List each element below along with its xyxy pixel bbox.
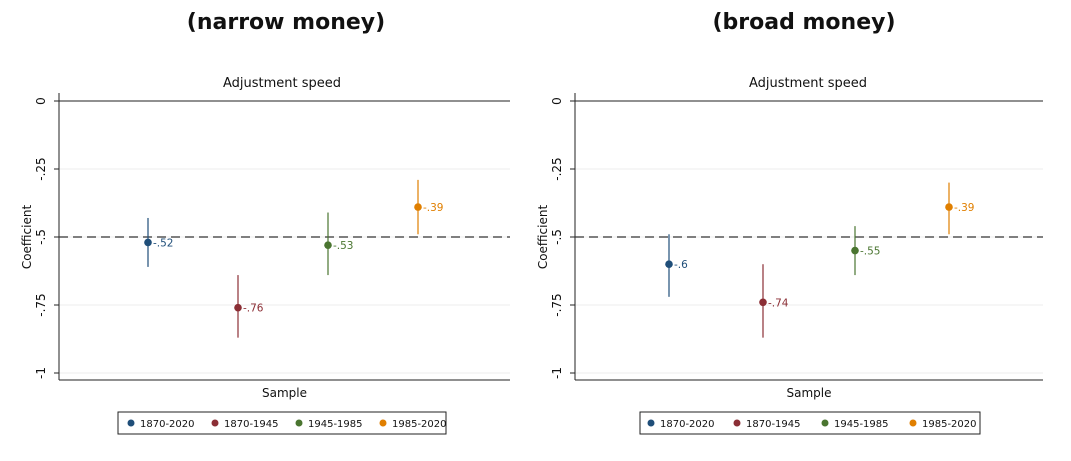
data-label: -.39 [423,202,444,214]
y-tick-label: -.5 [550,229,564,245]
x-axis-label: Sample [262,386,307,400]
y-tick-label: -.25 [34,157,48,180]
legend-marker [909,419,917,427]
legend-marker [379,419,387,427]
data-point [945,203,953,211]
data-point [414,203,422,211]
legend-label: 1985-2020 [392,419,447,430]
data-label: -.55 [860,246,881,258]
right-panel-heading: (broad money) [712,10,896,35]
legend-label: 1870-2020 [140,419,195,430]
data-point [324,241,332,249]
y-tick-label: -1 [34,367,48,379]
legend-label: 1945-1985 [308,419,363,430]
legend-label: 1870-1945 [746,419,801,430]
y-tick-label: -1 [550,367,564,379]
chart-title: Adjustment speed [749,76,867,91]
y-tick-label: -.5 [34,229,48,245]
left-panel-heading: (narrow money) [186,10,386,35]
y-tick-label: -.75 [550,293,564,316]
legend-marker [821,419,829,427]
data-label: -.76 [243,303,264,315]
y-tick-label: 0 [34,97,48,105]
legend-box [639,411,981,435]
data-label: -.52 [153,237,174,249]
legend-marker [127,419,135,427]
data-point [759,298,767,307]
x-axis-label: Sample [787,386,832,400]
legend-box [117,411,447,435]
legend-marker [211,419,219,427]
legend-marker [295,419,303,427]
legend-marker [733,419,741,427]
data-point [144,238,152,247]
legend-marker [647,419,655,427]
data-label: -.74 [768,297,789,309]
legend-label: 1945-1985 [834,419,889,430]
y-tick-label: 0 [550,97,564,105]
chart-title: Adjustment speed [223,76,341,91]
data-label: -.6 [674,259,688,271]
y-axis-label: Coefficient [536,205,550,270]
y-axis-label: Coefficient [20,205,34,270]
data-point [665,260,673,269]
data-point [851,246,859,255]
data-point [234,303,242,312]
legend-label: 1985-2020 [922,419,977,430]
y-tick-label: -.75 [34,293,48,316]
data-label: -.53 [333,240,354,252]
legend-label: 1870-1945 [224,419,279,430]
data-label: -.39 [954,202,975,214]
y-tick-label: -.25 [550,157,564,180]
legend-label: 1870-2020 [660,419,715,430]
